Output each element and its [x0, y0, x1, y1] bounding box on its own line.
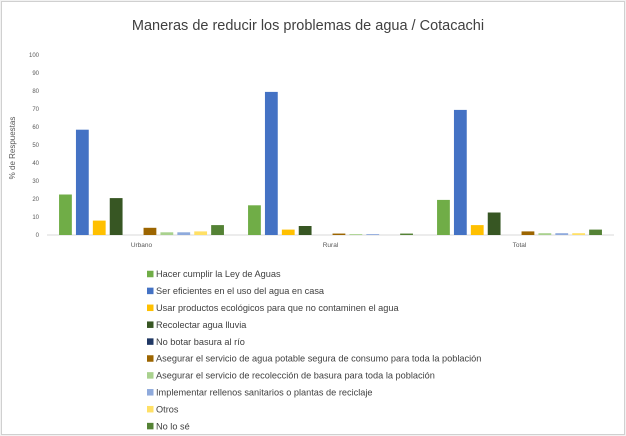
y-tick-labels: 0 10 20 30 40 50 60 70 80 90 100 [29, 53, 40, 239]
y-tick-label: 30 [32, 179, 39, 185]
legend-label: No botar basura al río [156, 337, 245, 347]
legend-swatch [147, 338, 154, 345]
category-label-urbano: Urbano [131, 242, 153, 249]
bar-rural-s2 [264, 91, 278, 236]
category-label-rural: Rural [323, 242, 339, 249]
legend-swatch [147, 287, 154, 295]
legend-swatch [147, 422, 154, 430]
bar-rural-s7 [349, 234, 363, 235]
bar-total-s2 [453, 109, 467, 235]
bar-urbano-s2 [75, 129, 89, 235]
y-tick-label: 40 [32, 161, 39, 167]
bar-total-s10 [589, 229, 602, 235]
y-tick-label: 100 [29, 53, 40, 59]
legend-swatch [147, 389, 154, 396]
legend-swatch [147, 355, 154, 362]
legend-swatch [147, 270, 154, 278]
legend-swatch [147, 321, 154, 328]
bar-rural-s4 [298, 226, 312, 235]
bar-total-s8 [555, 233, 569, 235]
bar-total-s7 [538, 233, 552, 235]
bar-urbano-s7 [160, 232, 174, 235]
bar-total-s9 [572, 233, 586, 235]
category-label-total: Total [513, 242, 527, 249]
legend-label: Otros [156, 404, 179, 414]
legend-swatch [147, 405, 154, 413]
y-tick-label: 10 [32, 215, 39, 221]
legend-label: Asegurar el servicio de recolección de b… [156, 371, 435, 381]
bar-total-s6 [521, 231, 535, 235]
y-tick-label: 60 [32, 125, 39, 131]
bar-urbano-s9 [194, 231, 208, 235]
bar-total-s1 [437, 199, 450, 235]
chart-title: Maneras de reducir los problemas de agua… [132, 18, 484, 34]
legend-label: Asegurar el servicio de agua potable seg… [156, 354, 481, 364]
bar-rural-s6 [332, 233, 346, 235]
bar-total-s4 [487, 212, 501, 235]
bar-rural-s8 [366, 234, 380, 235]
legend-label: No lo sé [156, 421, 190, 431]
legend: Hacer cumplir la Ley de Aguas Ser eficien… [147, 269, 481, 431]
legend-label: Hacer cumplir la Ley de Aguas [156, 269, 281, 279]
bar-urbano-s4 [109, 198, 123, 235]
y-tick-label: 50 [32, 143, 39, 149]
bar-urbano-s6 [143, 227, 157, 235]
y-tick-label: 90 [32, 71, 39, 77]
legend-label: Recolectar agua lluvia [156, 320, 247, 330]
legend-swatch [147, 372, 154, 379]
bar-urbano-s3 [92, 220, 106, 235]
y-tick-label: 20 [32, 197, 39, 203]
bar-rural-s1 [248, 205, 261, 235]
bar-total-s3 [470, 225, 484, 235]
bar-rural-s10 [400, 233, 413, 235]
bar-urbano-s10 [211, 225, 224, 235]
bar-urbano-s8 [177, 232, 191, 235]
y-tick-label: 80 [32, 89, 39, 95]
legend-label: Usar productos ecológicos para que no co… [156, 303, 399, 313]
bars [59, 91, 602, 236]
y-tick-label: 70 [32, 107, 39, 113]
legend-swatch [147, 304, 154, 312]
legend-label: Ser eficientes en el uso del agua en cas… [156, 286, 325, 296]
y-axis-label: % de Respuestas [8, 117, 17, 180]
legend-label: Implementar rellenos sanitarios o planta… [156, 388, 373, 398]
category-labels: Urbano Rural Total [131, 242, 527, 249]
y-tick-label: 0 [36, 233, 40, 239]
bar-urbano-s1 [59, 194, 72, 235]
bar-rural-s3 [281, 229, 295, 235]
